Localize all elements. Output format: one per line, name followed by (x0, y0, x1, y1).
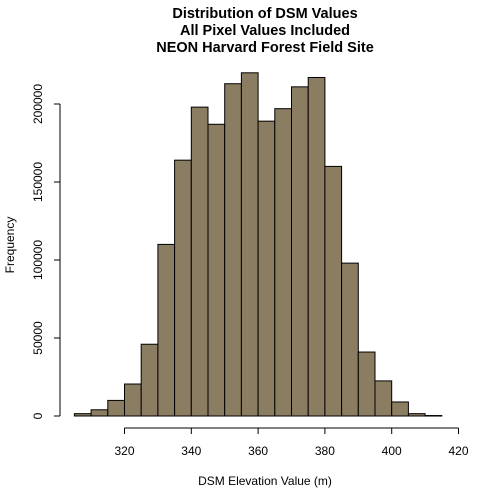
histogram-bar-7 (190, 106, 209, 417)
x-tick-label-400: 400 (382, 444, 402, 458)
histogram-bar-3 (124, 383, 142, 417)
histogram-bar-18 (374, 380, 393, 417)
histogram-bar-9 (224, 83, 242, 417)
y-tick-label-0: 0 (31, 412, 45, 419)
x-tick-label-320: 320 (114, 444, 134, 458)
histogram-bar-0 (73, 413, 92, 417)
histogram-bar-15 (324, 165, 343, 417)
x-tick-label-380: 380 (315, 444, 335, 458)
title-line-2: All Pixel Values Included (180, 23, 350, 39)
histogram-bar-6 (174, 159, 192, 417)
histogram-bar-20 (407, 413, 426, 417)
x-tick-label-360: 360 (248, 444, 268, 458)
title-line-3: NEON Harvard Forest Field Site (156, 40, 374, 56)
histogram-bar-11 (257, 120, 276, 417)
y-tick-label-200000: 200000 (31, 84, 45, 124)
histogram-bar-10 (240, 72, 259, 417)
y-axis: 0 50000 100000 150000 200000 (31, 84, 61, 419)
y-tick-label-50000: 50000 (31, 321, 45, 355)
histogram-bar-1 (90, 409, 109, 417)
histogram-bar-16 (341, 262, 359, 417)
histogram-bar-21 (424, 415, 443, 417)
histogram-bar-17 (357, 351, 376, 417)
histogram-bar-19 (391, 401, 409, 417)
x-axis: 320 340 360 380 400 420 (114, 427, 469, 458)
chart-title: Distribution of DSM Values All Pixel Val… (156, 6, 374, 56)
histogram-bar-8 (207, 123, 226, 417)
histogram-bar-14 (307, 76, 326, 417)
x-tick-label-340: 340 (181, 444, 201, 458)
histogram-bar-5 (157, 243, 176, 417)
x-axis-label: DSM Elevation Value (m) (198, 474, 332, 488)
histogram-bar-13 (291, 86, 309, 417)
y-axis-label: Frequency (3, 217, 17, 274)
title-line-1: Distribution of DSM Values (172, 6, 357, 22)
y-tick-label-100000: 100000 (31, 240, 45, 280)
histogram-bars (73, 72, 443, 417)
histogram-bar-12 (274, 108, 292, 417)
histogram-bar-4 (140, 343, 159, 417)
x-tick-label-420: 420 (448, 444, 468, 458)
histogram-bar-2 (107, 399, 126, 417)
y-tick-label-150000: 150000 (31, 162, 45, 202)
